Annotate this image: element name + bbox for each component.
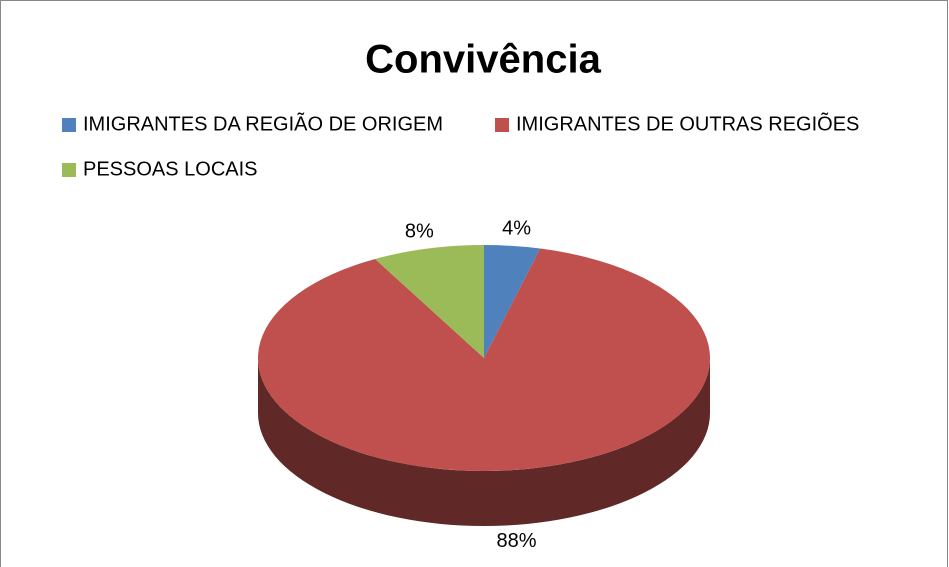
legend-label: IMIGRANTES DE OUTRAS REGIÕES [516, 111, 859, 135]
pie-slice [375, 245, 484, 358]
data-label: 8% [405, 220, 434, 242]
legend-label: IMIGRANTES DA REGIÃO DE ORIGEM [83, 111, 443, 135]
chart-title: Convivência [365, 38, 601, 82]
pie-side [258, 358, 710, 526]
pie-slice [258, 248, 711, 471]
legend-label: PESSOAS LOCAIS [83, 158, 258, 180]
legend-swatch [62, 163, 76, 177]
legend-swatch [495, 118, 509, 132]
data-label: 88% [497, 530, 537, 552]
legend-swatch [62, 118, 76, 132]
data-label: 4% [502, 217, 531, 239]
pie-slice [484, 245, 541, 358]
